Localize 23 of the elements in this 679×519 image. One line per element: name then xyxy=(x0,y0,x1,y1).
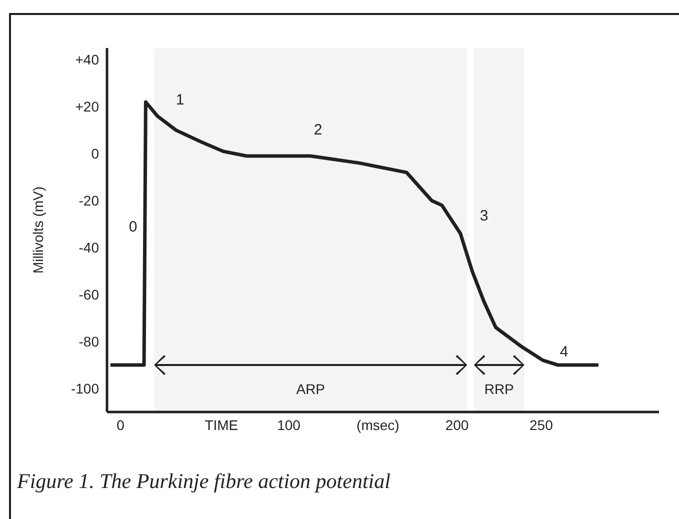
x-tick-label: 100 xyxy=(277,416,301,433)
annotation: 4 xyxy=(560,344,568,360)
y-tick-label: 0 xyxy=(91,146,100,162)
y-tick-label: -80 xyxy=(78,334,100,350)
y-axis-title: Millivolts (mV) xyxy=(30,186,46,274)
x-tick-label: TIME xyxy=(204,416,238,433)
y-tick-label: -20 xyxy=(78,192,100,209)
annotation: 1 xyxy=(176,92,184,108)
band-label: RRP xyxy=(484,381,514,398)
annotation: 0 xyxy=(128,218,138,236)
annotation: 3 xyxy=(480,208,488,224)
x-tick-label: (msec) xyxy=(356,416,400,433)
text: Figure 1. The Purkinje fibre action potential xyxy=(17,469,390,494)
y-tick-label: -60 xyxy=(78,286,100,303)
x-tick-label: 200 xyxy=(445,416,469,433)
y-tick-label: +40 xyxy=(75,52,100,68)
y-tick-label: -40 xyxy=(78,240,100,256)
y-tick-label: -100 xyxy=(70,380,100,396)
annotation: 2 xyxy=(314,122,322,138)
band-label: ARP xyxy=(296,381,326,398)
x-tick-label: 0 xyxy=(116,416,125,433)
x-tick-label: 250 xyxy=(530,416,554,433)
y-tick-label: +20 xyxy=(75,98,100,115)
